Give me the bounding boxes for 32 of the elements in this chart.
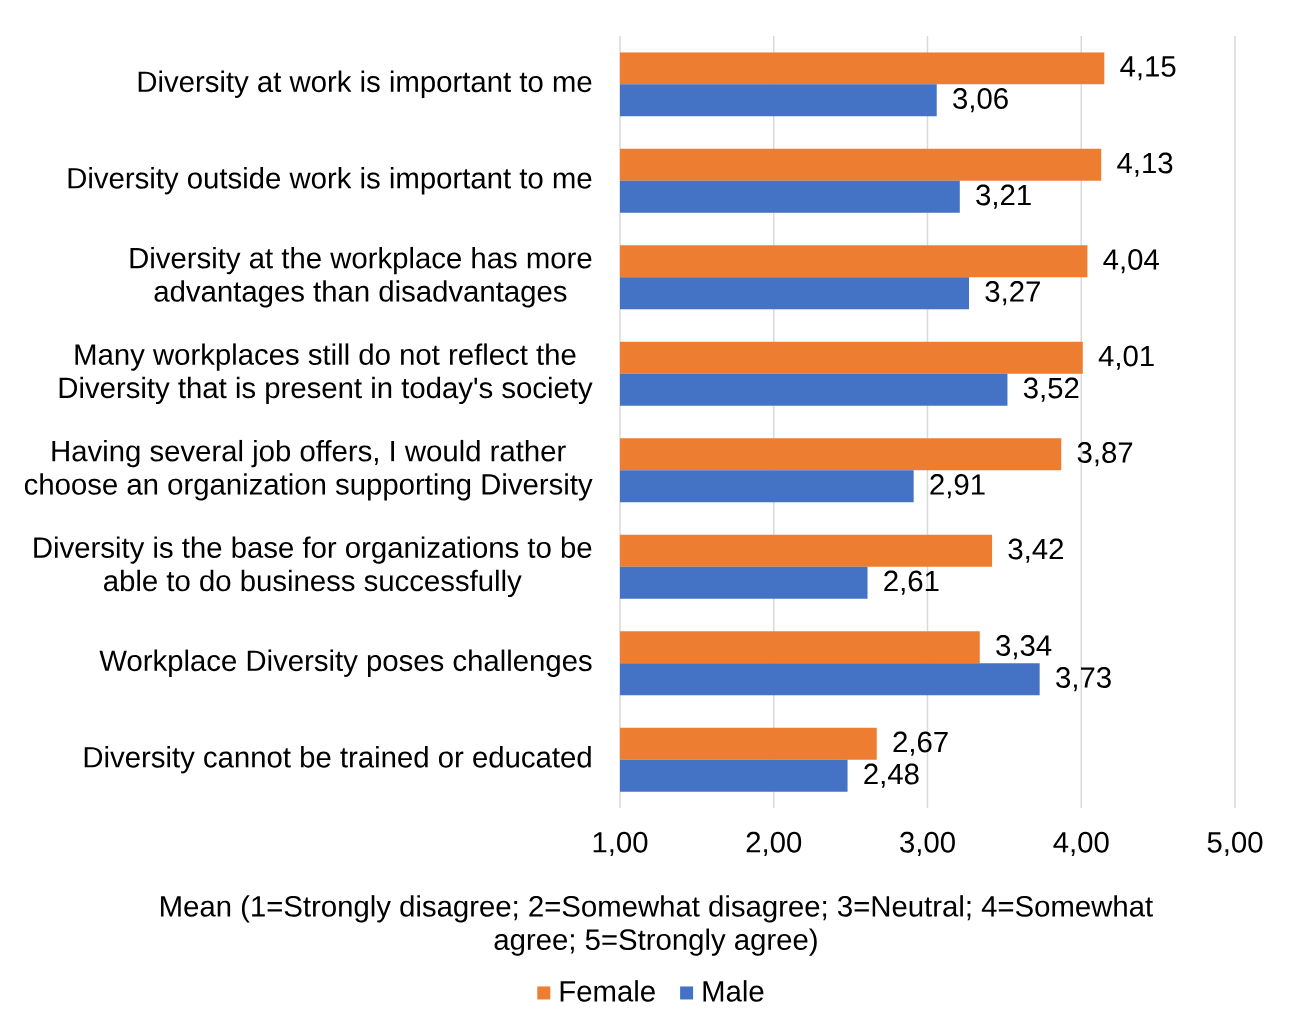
y-tick-label: Diversity at work is important to me	[138, 70, 592, 98]
x-tick-label: 3,00	[900, 831, 955, 857]
legend-label: Female	[560, 980, 655, 1002]
y-tick-label: Workplace Diversity poses challenges	[99, 649, 592, 677]
y-tick-label: Having several job offers, I would rather choose an organization supporting Diversity	[24, 439, 593, 501]
data-label: 4,01	[1098, 345, 1154, 370]
data-label: 2,91	[930, 474, 985, 499]
data-label: 3,21	[976, 184, 1031, 209]
x-tick-label: 2,00	[746, 831, 802, 857]
data-label: 4,15	[1120, 56, 1176, 81]
y-tick-label: Diversity outside work is important to me	[68, 167, 592, 195]
data-label: 3,34	[996, 635, 1052, 660]
data-label: 3,27	[985, 281, 1040, 306]
data-label: 3,52	[1023, 377, 1079, 402]
data-label: 2,67	[893, 731, 948, 756]
x-tick-label: 5,00	[1207, 831, 1263, 857]
legend-label: Male	[703, 980, 764, 1002]
data-label: 3,87	[1077, 442, 1133, 467]
x-tick-label: 1,00	[593, 831, 648, 857]
data-label: 3,73	[1056, 667, 1111, 692]
data-label: 4,04	[1103, 249, 1159, 274]
data-label: 3,42	[1008, 538, 1063, 563]
data-label: 2,48	[864, 763, 919, 788]
data-label: 3,06	[953, 88, 1008, 113]
y-tick-label: Many workplaces still do not reflect the Diversity that is present in today's society	[59, 343, 593, 405]
data-label: 2,61	[884, 570, 939, 595]
y-tick-label: Diversity cannot be trained or educated	[84, 746, 591, 774]
x-axis-title: Mean (1=Strongly disagree; 2=Somewhat disagree; 3=Neutral; 4=Somewhat agree; 5=Strongly agree)	[161, 895, 1153, 956]
y-tick-label: Diversity is the base for organizations to be able to do business successfully	[34, 536, 592, 598]
data-label: 4,13	[1117, 152, 1173, 177]
x-tick-label: 4,00	[1053, 831, 1109, 857]
y-tick-label: Diversity at the workplace has more advantages than disadvantages	[130, 246, 592, 308]
